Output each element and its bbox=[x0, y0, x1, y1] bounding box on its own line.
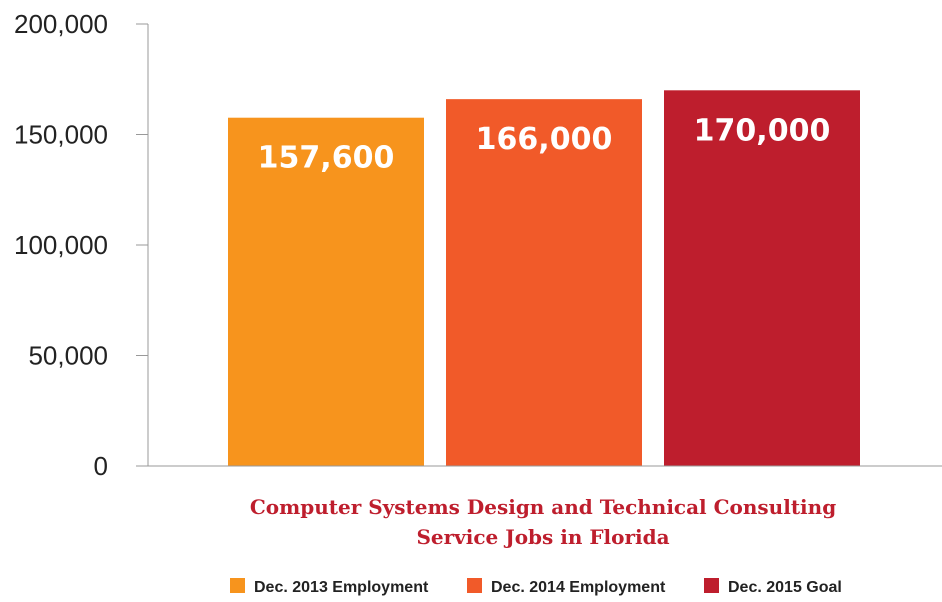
value-labels: 157,600 166,000 170,000 bbox=[258, 113, 831, 175]
legend-swatch-2014 bbox=[467, 578, 482, 593]
legend-label-2014: Dec. 2014 Employment bbox=[491, 579, 666, 596]
bar-3 bbox=[664, 90, 860, 467]
bar-1 bbox=[228, 117, 424, 466]
chart-title-line-2: Service Jobs in Florida bbox=[416, 525, 669, 549]
bar-value-label: 157,600 bbox=[258, 141, 395, 176]
bar-value-label: 170,000 bbox=[694, 113, 831, 148]
legend-label-2013: Dec. 2013 Employment bbox=[254, 579, 429, 596]
y-tick-label: 100,000 bbox=[14, 230, 108, 260]
chart-title-line-1: Computer Systems Design and Technical Co… bbox=[250, 495, 836, 519]
y-tick-label: 50,000 bbox=[28, 341, 108, 371]
y-tick-label: 150,000 bbox=[14, 120, 108, 150]
bar-2 bbox=[446, 99, 642, 466]
legend-swatch-2013 bbox=[230, 578, 245, 593]
bar-value-label: 166,000 bbox=[476, 122, 613, 157]
legend: Dec. 2013 Employment Dec. 2014 Employmen… bbox=[230, 578, 842, 596]
y-ticks: 0 50,000 100,000 150,000 200,000 bbox=[14, 9, 148, 481]
y-tick-label: 0 bbox=[94, 451, 108, 481]
legend-label-2015: Dec. 2015 Goal bbox=[728, 579, 842, 596]
y-tick-label: 200,000 bbox=[14, 9, 108, 39]
legend-swatch-2015 bbox=[704, 578, 719, 593]
chart-title: Computer Systems Design and Technical Co… bbox=[250, 495, 836, 549]
bars bbox=[228, 90, 860, 467]
